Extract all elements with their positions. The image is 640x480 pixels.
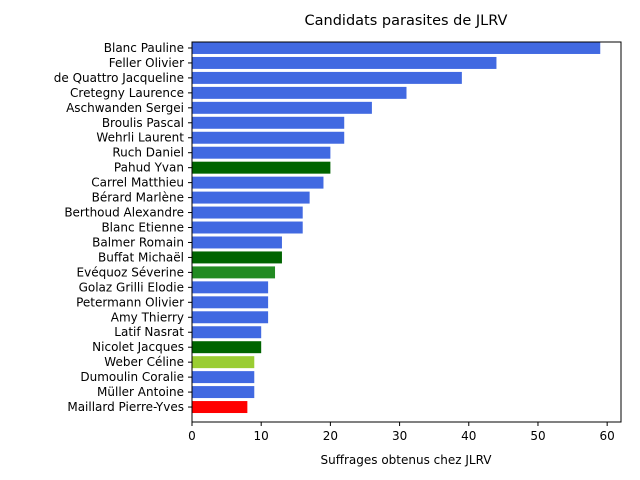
bars-layer xyxy=(192,42,601,414)
bar xyxy=(192,71,462,84)
y-tick-label: Nicolet Jacques xyxy=(92,340,184,354)
y-tick-label: Feller Olivier xyxy=(109,56,184,70)
bar xyxy=(192,86,407,99)
y-tick-label: Weber Céline xyxy=(104,355,184,369)
bar xyxy=(192,56,497,69)
x-tick-label: 20 xyxy=(323,429,338,443)
y-tick-label: Blanc Pauline xyxy=(104,41,184,55)
x-tick-label: 30 xyxy=(392,429,407,443)
bar xyxy=(192,206,303,219)
y-tick-label: Blanc Etienne xyxy=(101,221,184,235)
x-axis-label: Suffrages obtenus chez JLRV xyxy=(321,453,493,467)
y-tick-label: Müller Antoine xyxy=(97,385,184,399)
plot-frame xyxy=(191,41,622,423)
bar xyxy=(192,281,269,294)
y-tick-label: Pahud Yvan xyxy=(114,161,184,175)
y-tick-label: Aschwanden Sergei xyxy=(66,101,184,115)
y-tick-label: Dumoulin Coralie xyxy=(80,370,184,384)
bar xyxy=(192,146,331,159)
x-tick-label: 40 xyxy=(461,429,476,443)
x-tick-label: 10 xyxy=(254,429,269,443)
y-tick-label: Buffat Michaël xyxy=(98,250,184,264)
y-tick-label: Cretegny Laurence xyxy=(70,86,184,100)
y-tick-label: Broulis Pascal xyxy=(102,116,184,130)
bar xyxy=(192,386,255,399)
bar xyxy=(192,42,601,54)
y-tick-label: Wehrli Laurent xyxy=(96,131,184,145)
bar xyxy=(192,401,248,414)
bar xyxy=(192,221,303,234)
bar xyxy=(192,191,310,204)
bar xyxy=(192,251,282,264)
x-axis-ticks: 0 10 20 30 40 50 60 xyxy=(188,422,615,443)
y-tick-label: Bérard Marlène xyxy=(92,191,184,205)
y-tick-label: Golaz Grilli Elodie xyxy=(79,280,184,294)
bar xyxy=(192,161,331,174)
bar xyxy=(192,371,255,384)
y-tick-label: Latif Nasrat xyxy=(114,325,184,339)
y-tick-label: Evéquoz Séverine xyxy=(77,265,184,279)
bar xyxy=(192,116,345,129)
x-tick-label: 50 xyxy=(530,429,545,443)
bar xyxy=(192,236,282,249)
chart-title: Candidats parasites de JLRV xyxy=(305,13,508,29)
y-tick-label: Amy Thierry xyxy=(111,310,184,324)
bar xyxy=(192,326,262,339)
y-tick-label: Berthoud Alexandre xyxy=(64,206,184,220)
bar xyxy=(192,311,269,324)
bar xyxy=(192,296,269,309)
y-tick-label: Ruch Daniel xyxy=(112,146,184,160)
bar xyxy=(192,176,324,189)
y-tick-label: Maillard Pierre-Yves xyxy=(67,400,184,414)
y-tick-label: de Quattro Jacqueline xyxy=(54,71,184,85)
y-tick-label: Petermann Olivier xyxy=(76,295,184,309)
bar xyxy=(192,356,255,369)
x-tick-label: 0 xyxy=(188,429,196,443)
bar xyxy=(192,101,372,114)
bar xyxy=(192,341,262,354)
y-tick-label: Carrel Matthieu xyxy=(91,176,184,190)
bar xyxy=(192,266,276,279)
bar xyxy=(192,131,345,144)
x-tick-label: 60 xyxy=(600,429,615,443)
y-tick-label: Balmer Romain xyxy=(92,235,184,249)
